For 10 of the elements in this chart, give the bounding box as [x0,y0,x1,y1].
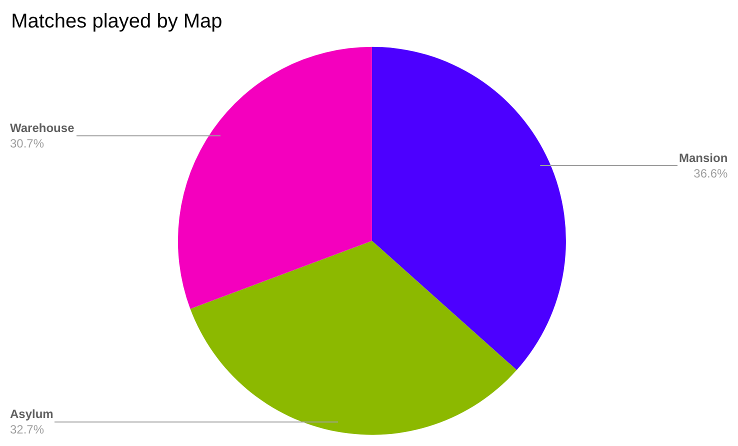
slice-label: Mansion [679,151,728,165]
slice-label: Warehouse [10,121,75,135]
pie-slice [372,46,566,370]
data-label: 36.6% [694,166,728,181]
chart-title: Matches played by Map [11,10,222,32]
pie-slice [178,46,372,309]
slice-label: Asylum [10,407,54,421]
pie-slice [190,240,517,435]
data-label: 30.7% [10,136,44,151]
data-label: 32.7% [10,422,44,437]
